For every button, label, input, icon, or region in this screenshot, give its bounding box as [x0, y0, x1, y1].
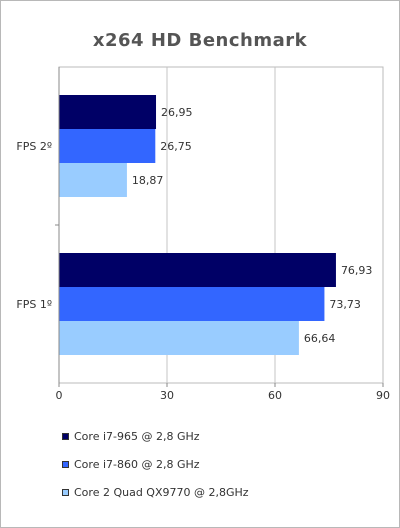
- x-tick-label: 90: [376, 389, 390, 402]
- legend-label: Core 2 Quad QX9770 @ 2,8GHz: [74, 485, 249, 499]
- legend: Core i7-965 @ 2,8 GHz Core i7-860 @ 2,8 …: [62, 428, 249, 512]
- bar: [59, 163, 127, 197]
- category-label: FPS 2º: [16, 140, 52, 153]
- legend-label: Core i7-965 @ 2,8 GHz: [74, 429, 200, 443]
- data-label: 26,95: [161, 106, 193, 119]
- legend-swatch: [62, 488, 69, 496]
- x-tick-label: 30: [160, 389, 174, 402]
- data-label: 73,73: [329, 298, 361, 311]
- x-tick-label: 0: [56, 389, 63, 402]
- bar: [59, 95, 157, 129]
- bar: [59, 253, 336, 287]
- data-label: 66,64: [304, 332, 336, 345]
- chart-title: x264 HD Benchmark: [92, 30, 308, 51]
- bar: [59, 321, 299, 355]
- legend-item: Core i7-965 @ 2,8 GHz: [62, 428, 249, 444]
- legend-item: Core i7-860 @ 2,8 GHz: [62, 456, 249, 472]
- x-tick-label: 60: [268, 389, 282, 402]
- bar: [59, 129, 156, 163]
- data-label: 76,93: [341, 264, 373, 277]
- legend-item: Core 2 Quad QX9770 @ 2,8GHz: [62, 484, 249, 500]
- legend-swatch: [62, 432, 69, 440]
- data-label: 26,75: [160, 140, 192, 153]
- legend-label: Core i7-860 @ 2,8 GHz: [74, 457, 200, 471]
- category-label: FPS 1º: [16, 298, 52, 311]
- bar: [59, 287, 325, 321]
- legend-swatch: [62, 460, 69, 468]
- data-label: 18,87: [132, 174, 164, 187]
